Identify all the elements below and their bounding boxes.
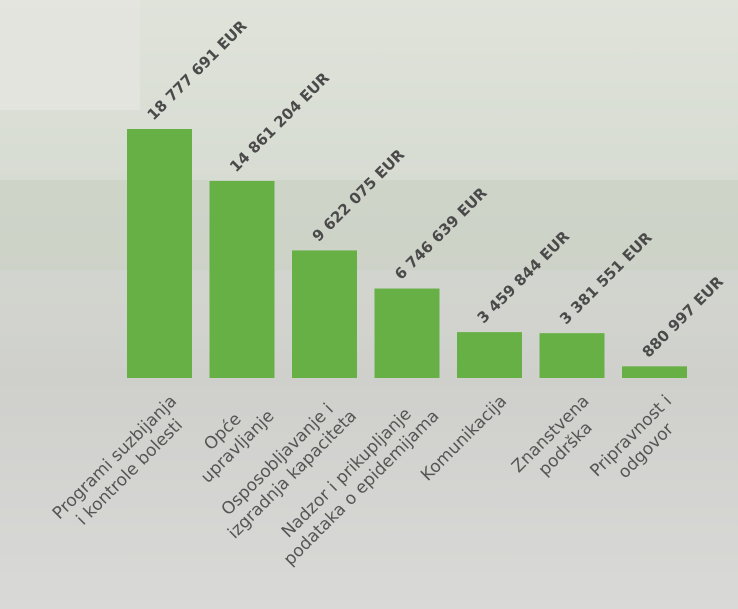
hedge [0, 180, 738, 270]
bar [457, 332, 522, 378]
bar [539, 333, 605, 378]
bar [209, 180, 275, 378]
building [0, 0, 140, 110]
bar [127, 129, 192, 378]
bar [622, 366, 687, 378]
bar [292, 250, 357, 378]
wall [0, 270, 738, 330]
bar [374, 288, 440, 378]
